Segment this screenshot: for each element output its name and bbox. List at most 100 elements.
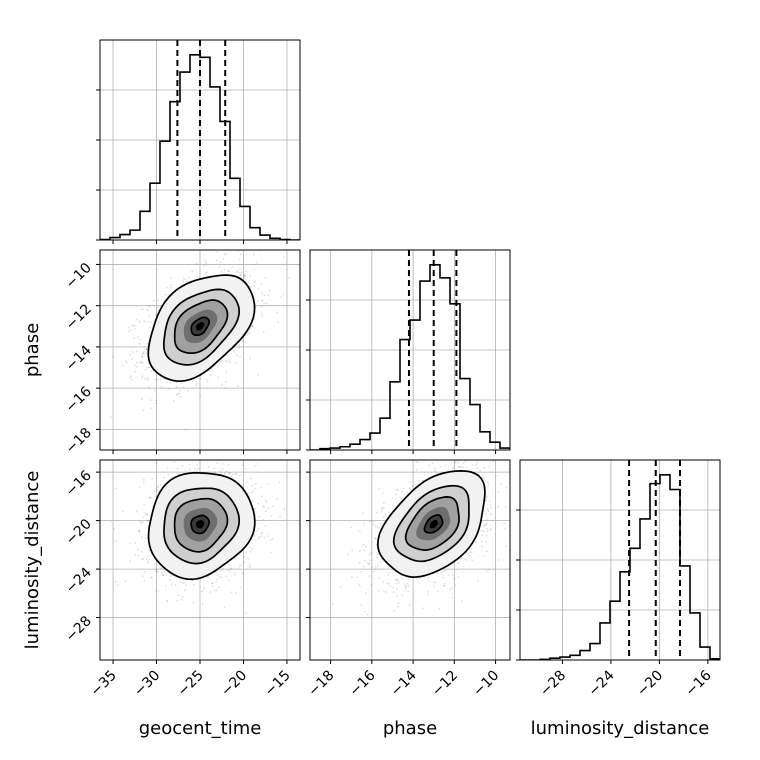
scatter-point [168,388,170,390]
panel-geocent_time-vs-luminosity_distance: −28−24−20−16−35 −30 −25 −20 −15 [63,444,301,700]
scatter-point [109,521,112,523]
scatter-point [417,479,420,481]
x-tick-label: −16 [683,667,715,699]
scatter-point [243,274,246,277]
x-axis-label-geocent-time: geocent_time [139,718,262,739]
scatter-point [139,343,142,345]
scatter-point [138,530,141,532]
scatter-point [139,338,142,341]
scatter-point [239,356,241,358]
scatter-point [257,527,260,530]
scatter-point [252,490,255,492]
y-tick-label: −10 [63,260,95,292]
scatter-point [388,583,390,585]
scatter-point [214,471,217,473]
scatter-point [265,510,267,513]
scatter-point [427,590,430,593]
scatter-point [246,481,249,483]
panel-frame [99,39,301,241]
scatter-point [204,272,207,275]
scatter-point [253,268,255,271]
scatter-point [363,523,365,526]
scatter-point [164,293,167,296]
scatter-point [230,567,233,570]
scatter-point [457,466,460,469]
scatter-point [196,276,199,279]
scatter-point [433,581,436,584]
scatter-point [131,358,134,361]
scatter-point [191,380,194,383]
scatter-point [220,576,222,579]
scatter-point [133,337,136,339]
scatter-point [483,525,486,528]
scatter-point [181,465,184,467]
scatter-point [237,458,239,460]
scatter-point [134,541,137,544]
scatter-point [179,395,182,398]
scatter-point [153,389,156,392]
x-tick-label: −14 [388,667,420,699]
scatter-point [464,460,466,463]
scatter-point [220,360,223,362]
scatter-point [183,582,186,584]
scatter-point [218,444,220,446]
scatter-point [378,487,381,490]
scatter-point [155,487,158,490]
scatter-point [383,590,385,592]
scatter-point [232,473,235,476]
scatter-point [255,538,257,541]
scatter-point [396,595,398,597]
scatter-point [217,455,219,457]
scatter-point [228,270,231,272]
scatter-point [122,510,125,513]
contour-line-2 [404,496,460,551]
y-tick-label: −18 [63,425,95,457]
scatter-point [238,347,241,349]
scatter-point [492,460,495,463]
scatter-point [455,460,457,463]
scatter-point [452,452,454,454]
scatter-point [470,551,472,554]
contour-line-1 [392,484,470,563]
scatter-point [180,598,183,601]
scatter-point [505,545,508,548]
scatter-point [169,382,172,384]
scatter-point [355,576,358,578]
scatter-point [408,487,411,489]
scatter-point [257,300,260,302]
scatter-point [228,472,230,474]
scatter-point [463,558,466,560]
scatter-point [134,554,137,556]
scatter-point [129,353,131,356]
scatter-point [476,467,478,469]
scatter-point [263,294,266,297]
scatter-point [147,560,150,563]
contour-line-1 [162,288,240,366]
scatter-point [396,489,399,491]
scatter-point [242,573,245,576]
scatter-point [116,584,119,586]
scatter-point [362,565,365,568]
scatter-point [251,324,254,327]
scatter-point [215,455,217,457]
scatter-point [180,382,183,384]
scatter-point [151,478,154,480]
scatter-point [332,602,335,605]
scatter-point [400,577,403,579]
scatter-point [131,351,134,354]
scatter-point [260,532,263,535]
scatter-point [160,385,163,388]
scatter-point [438,607,441,610]
scatter-point [247,492,250,495]
scatter-point [416,578,418,581]
scatter-point [244,274,247,277]
scatter-point [487,510,490,513]
scatter-point [278,481,281,484]
scatter-point [401,490,403,493]
scatter-point [166,286,169,289]
scatter-point [205,271,208,274]
scatter-point [225,371,228,374]
scatter-point [475,464,477,467]
scatter-point [395,488,398,491]
scatter-point [377,553,379,555]
